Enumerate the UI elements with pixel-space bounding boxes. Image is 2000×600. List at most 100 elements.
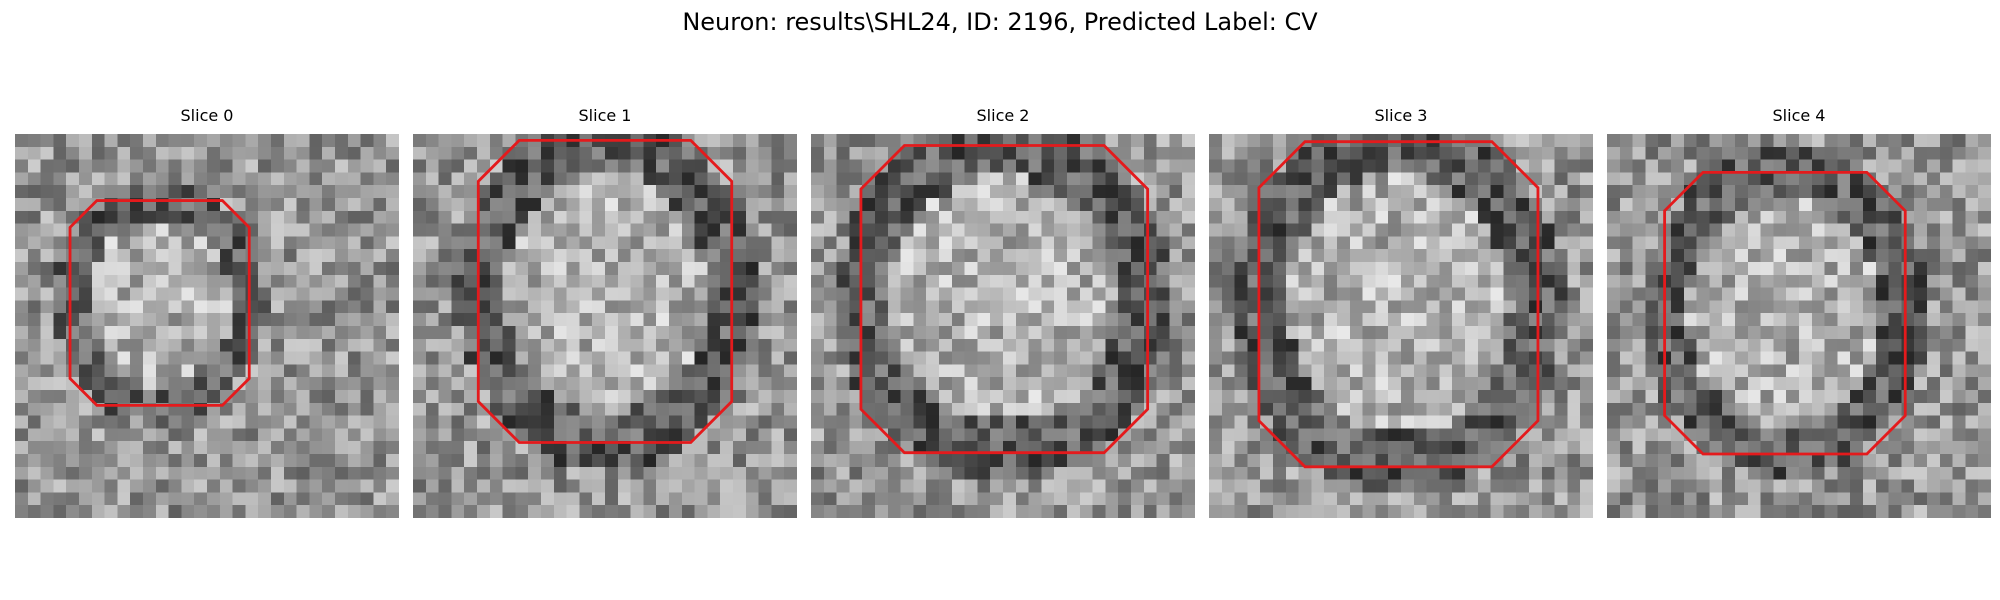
pixel-cell — [811, 390, 825, 404]
pixel-cell — [66, 185, 80, 199]
pixel-cell — [1118, 185, 1132, 199]
pixel-cell — [1452, 198, 1466, 212]
pixel-cell — [1529, 466, 1543, 480]
pixel-cell — [438, 249, 452, 263]
pixel-cell — [1260, 274, 1274, 288]
pixel-cell — [15, 210, 29, 224]
pixel-cell — [1490, 428, 1504, 442]
pixel-cell — [733, 364, 747, 378]
pixel-cell — [566, 287, 580, 301]
pixel-cell — [1298, 351, 1312, 365]
pixel-cell — [245, 134, 259, 148]
pixel-cell — [990, 236, 1004, 250]
pixel-cell — [232, 236, 246, 250]
pixel-cell — [1619, 466, 1633, 480]
pixel-cell — [489, 377, 503, 391]
pixel-cell — [1875, 505, 1889, 518]
pixel-cell — [1349, 390, 1363, 404]
pixel-cell — [875, 172, 889, 186]
pixel-cell — [347, 262, 361, 276]
pixel-cell — [1092, 466, 1106, 480]
pixel-cell — [1516, 146, 1530, 160]
pixel-cell — [66, 146, 80, 160]
pixel-cell — [1799, 466, 1813, 480]
pixel-cell — [784, 249, 797, 263]
pixel-cell — [1388, 454, 1402, 468]
pixel-cell — [1105, 287, 1119, 301]
pixel-cell — [1375, 364, 1389, 378]
pixel-cell — [207, 479, 221, 493]
pixel-cell — [335, 274, 349, 288]
pixel-cell — [309, 390, 323, 404]
pixel-cell — [1939, 198, 1953, 212]
pixel-cell — [1658, 441, 1672, 455]
pixel-cell — [1901, 134, 1915, 148]
pixel-cell — [79, 351, 93, 365]
pixel-cell — [1131, 466, 1145, 480]
pixel-cell — [1799, 479, 1813, 493]
pixel-cell — [1465, 159, 1479, 173]
pixel-cell — [1209, 351, 1223, 365]
pixel-cell — [1092, 262, 1106, 276]
pixel-cell — [1696, 466, 1710, 480]
pixel-cell — [1426, 454, 1440, 468]
pixel-cell — [207, 415, 221, 429]
pixel-cell — [1477, 377, 1491, 391]
pixel-cell — [1645, 377, 1659, 391]
pixel-cell — [438, 146, 452, 160]
pixel-cell — [219, 364, 233, 378]
pixel-cell — [1658, 466, 1672, 480]
pixel-cell — [900, 402, 914, 416]
pixel-cell — [1888, 223, 1902, 237]
pixel-cell — [1260, 492, 1274, 506]
pixel-cell — [1092, 236, 1106, 250]
pixel-cell — [630, 390, 644, 404]
pixel-cell — [977, 479, 991, 493]
pixel-cell — [207, 134, 221, 148]
pixel-cell — [515, 338, 529, 352]
pixel-cell — [451, 159, 465, 173]
pixel-cell — [477, 185, 491, 199]
pixel-cell — [1105, 249, 1119, 263]
pixel-cell — [1015, 198, 1029, 212]
pixel-cell — [1632, 210, 1646, 224]
pixel-cell — [143, 210, 157, 224]
pixel-cell — [1901, 454, 1915, 468]
pixel-cell — [451, 300, 465, 314]
pixel-cell — [1619, 210, 1633, 224]
pixel-cell — [1824, 185, 1838, 199]
pixel-cell — [1554, 300, 1568, 314]
pixel-cell — [1054, 274, 1068, 288]
pixel-cell — [1143, 441, 1157, 455]
pixel-cell — [1118, 428, 1132, 442]
pixel-cell — [1901, 492, 1915, 506]
pixel-cell — [464, 326, 478, 340]
pixel-cell — [1773, 236, 1787, 250]
pixel-cell — [322, 172, 336, 186]
pixel-cell — [656, 466, 670, 480]
pixel-cell — [1439, 377, 1453, 391]
pixel-cell — [27, 172, 41, 186]
pixel-cell — [720, 364, 734, 378]
pixel-cell — [1169, 134, 1183, 148]
pixel-cell — [207, 262, 221, 276]
pixel-cell — [1619, 351, 1633, 365]
pixel-cell — [1811, 236, 1825, 250]
pixel-cell — [1041, 223, 1055, 237]
pixel-cell — [643, 390, 657, 404]
pixel-cell — [1696, 505, 1710, 518]
pixel-cell — [579, 236, 593, 250]
pixel-cell — [964, 287, 978, 301]
pixel-cell — [1067, 300, 1081, 314]
pixel-cell — [630, 210, 644, 224]
pixel-cell — [15, 274, 29, 288]
pixel-cell — [900, 274, 914, 288]
pixel-cell — [1349, 287, 1363, 301]
pixel-cell — [1888, 351, 1902, 365]
pixel-cell — [1105, 300, 1119, 314]
pixel-cell — [926, 338, 940, 352]
pixel-cell — [1735, 249, 1749, 263]
pixel-cell — [1273, 300, 1287, 314]
pixel-cell — [1735, 262, 1749, 276]
pixel-cell — [91, 172, 105, 186]
